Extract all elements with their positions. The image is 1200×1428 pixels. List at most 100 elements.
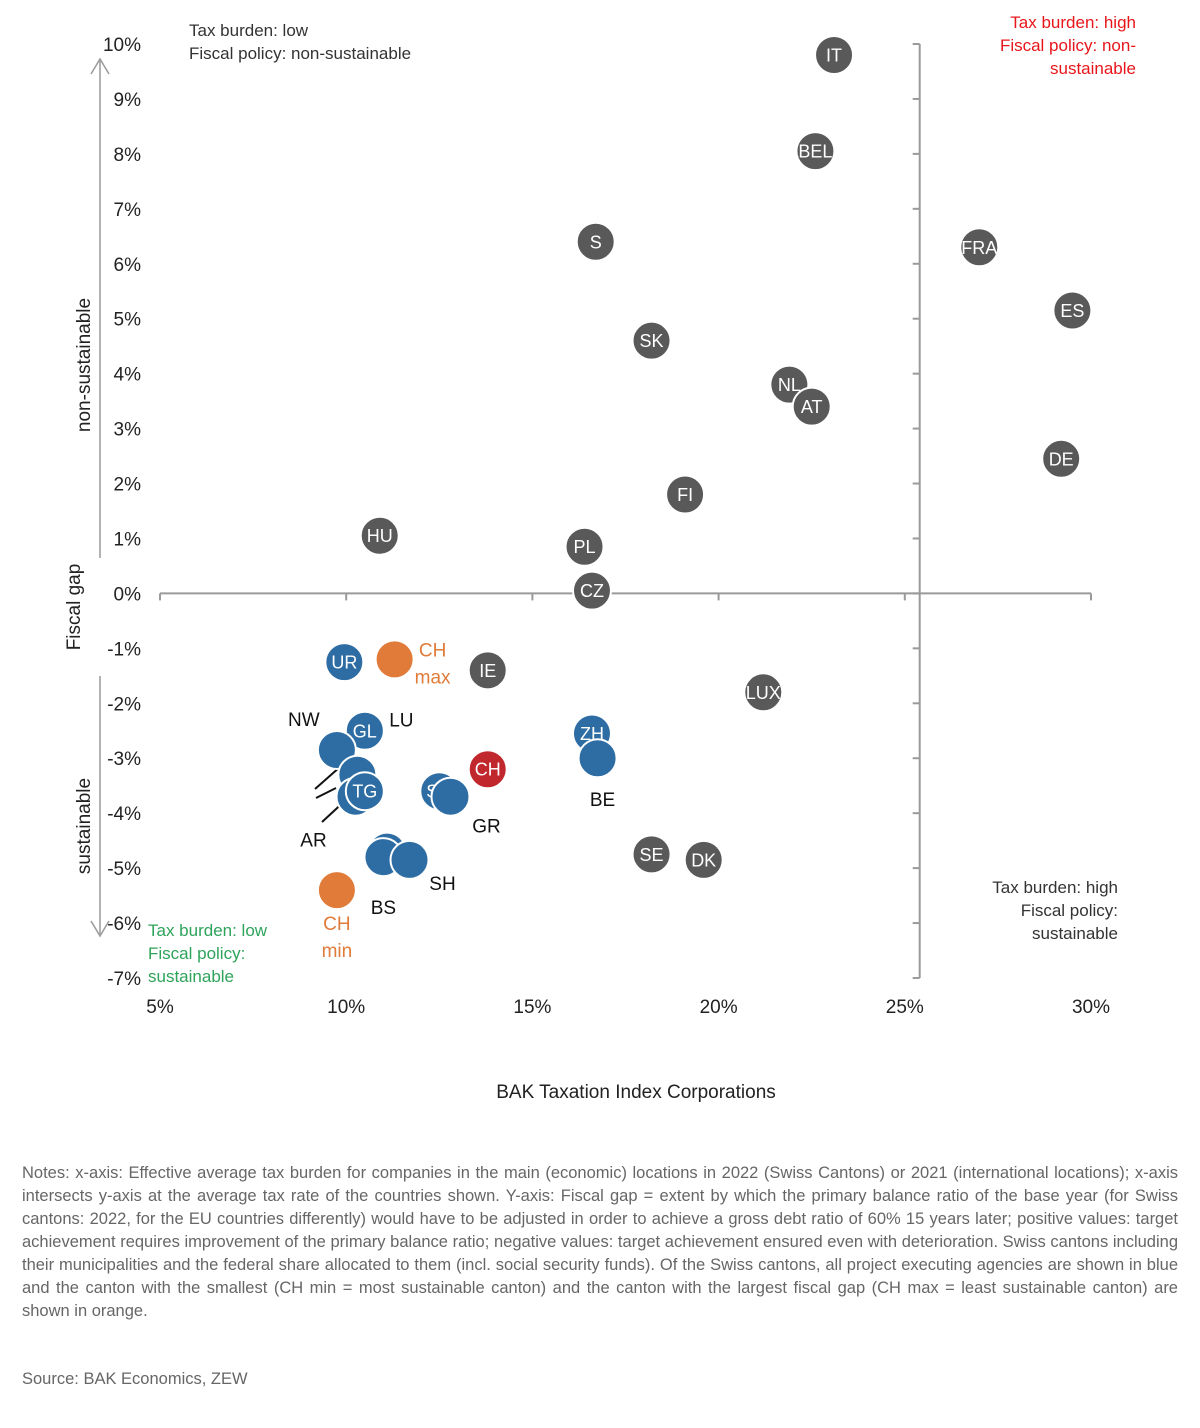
point-label-es: ES [1060,301,1084,321]
leader-line [315,787,337,799]
quadrant-label-top-left: Fiscal policy: non-sustainable [189,44,411,63]
quadrant-label-bottom-left: Tax burden: low [148,921,268,940]
y-axis-title: Fiscal gap [64,564,85,651]
point-label-ch-min: min [322,941,353,962]
point-sh [389,839,430,880]
point-ch [467,749,508,790]
point-ch-min [316,870,357,911]
point-label-bel: BEL [798,142,832,162]
x-tick-label: 30% [1072,997,1110,1018]
point-label-bs: BS [371,898,396,919]
axes [90,43,1092,979]
axis-titles: non-sustainable Fiscal gap sustainable BAK … [64,298,776,1103]
quadrant-label-top-right: sustainable [1050,59,1136,78]
point-pl [564,526,605,567]
point-lux [743,672,784,713]
y-tick-label: 3% [114,420,142,441]
point-cz [571,570,612,611]
y-tick-label: 9% [114,90,142,111]
point-label-pl: PL [574,537,596,557]
y-tick-label: 5% [114,310,142,331]
point-label-at: AT [801,397,823,417]
point-at [791,386,832,427]
y-tick-label: -6% [107,914,141,935]
point-hu [359,515,400,556]
y-tick-label: 0% [114,584,142,605]
quadrant-label-bottom-right: Fiscal policy: [1021,901,1118,920]
point-label-ch: CH [475,760,501,780]
quadrant-label-bottom-left: Fiscal policy: [148,944,245,963]
x-tick-label: 20% [700,997,738,1018]
point-s [575,221,616,262]
point-be [577,738,618,779]
y-tick-label: -4% [107,804,141,825]
point-label-de: DE [1049,449,1074,469]
y-tick-label: 4% [114,365,142,386]
point-label-fi: FI [677,485,693,505]
ylabel-positive: non-sustainable [74,298,95,432]
point-se [631,834,672,875]
y-tick-label: -3% [107,749,141,770]
point-fra [959,227,1000,268]
point-label-sk: SK [640,331,664,351]
outside-point-labels: NW LU AR GR BE BS SH CH max CH min [288,640,615,962]
point-label-it: IT [826,45,842,65]
point-label-ar: AR [300,831,326,852]
point-label-be: BE [590,790,615,811]
chart-notes: Notes: x-axis: Effective average tax bur… [22,1164,1178,1320]
point-label-se: SE [640,845,664,865]
quadrant-label-top-left: Tax burden: low [189,21,309,40]
point-label-nl: NL [778,375,801,395]
y-tick-label: 7% [114,200,142,221]
point-label-gl: GL [353,721,377,741]
x-tick-label: 10% [327,997,365,1018]
scatter-chart: -7% -6% -5% -4% -3% -2% -1% 0% 1% 2% 3% 4% 5% 6% 7% 8% 9… [64,13,1136,1103]
y-tick-label: 2% [114,475,142,496]
point-gr [430,776,471,817]
point-label-cz: CZ [580,581,604,601]
tick-labels: -7% -6% -5% -4% -3% -2% -1% 0% 1% 2% 3% 4% 5% 6% 7% 8% 9… [103,35,1110,1018]
arrow-up-icon [90,57,110,75]
y-tick-label: 6% [114,255,142,276]
point-label-lux: LUX [746,683,781,703]
point-label-dk: DK [691,850,716,870]
point-label-ch-min: CH [323,914,350,935]
y-tick-label: 1% [114,529,142,550]
quadrant-label-bottom-right: Tax burden: high [992,878,1118,897]
point-label-lu: LU [389,711,413,732]
quadrant-label-top-right: Tax burden: high [1010,13,1136,32]
point-label-gr: GR [472,817,501,838]
x-axis-title: BAK Taxation Index Corporations [496,1082,776,1103]
point-label-ch-max: CH [419,640,446,661]
point-label-tg: TG [352,782,377,802]
y-tick-label: 10% [103,35,141,56]
point-label-ie: IE [479,661,496,681]
point-ie [467,650,508,691]
point-fi [665,474,706,515]
point-de [1041,438,1082,479]
quadrant-label-bottom-left: sustainable [148,967,234,986]
point-label-s: S [590,232,602,252]
point-ch-max [374,639,415,680]
y-tick-label: -1% [107,639,141,660]
point-bel [795,131,836,172]
point-label-ur: UR [331,653,357,673]
x-tick-label: 15% [513,997,551,1018]
arrow-down-icon [90,920,110,938]
x-tick-label: 25% [886,997,924,1018]
point-label-hu: HU [367,526,393,546]
point-gl [344,710,385,751]
quadrant-labels: Tax burden: low Fiscal policy: non-sustai… [148,13,1136,986]
ylabel-negative: sustainable [74,778,95,874]
y-tick-label: -5% [107,859,141,880]
point-ur [324,642,365,683]
point-dk [683,839,724,880]
quadrant-label-top-right: Fiscal policy: non- [1000,36,1136,55]
point-label-sh: SH [429,874,455,895]
y-tick-label: -7% [107,969,141,990]
quadrant-label-bottom-right: sustainable [1032,924,1118,943]
y-tick-label: -2% [107,694,141,715]
point-es [1052,290,1093,331]
point-tg [344,771,385,812]
